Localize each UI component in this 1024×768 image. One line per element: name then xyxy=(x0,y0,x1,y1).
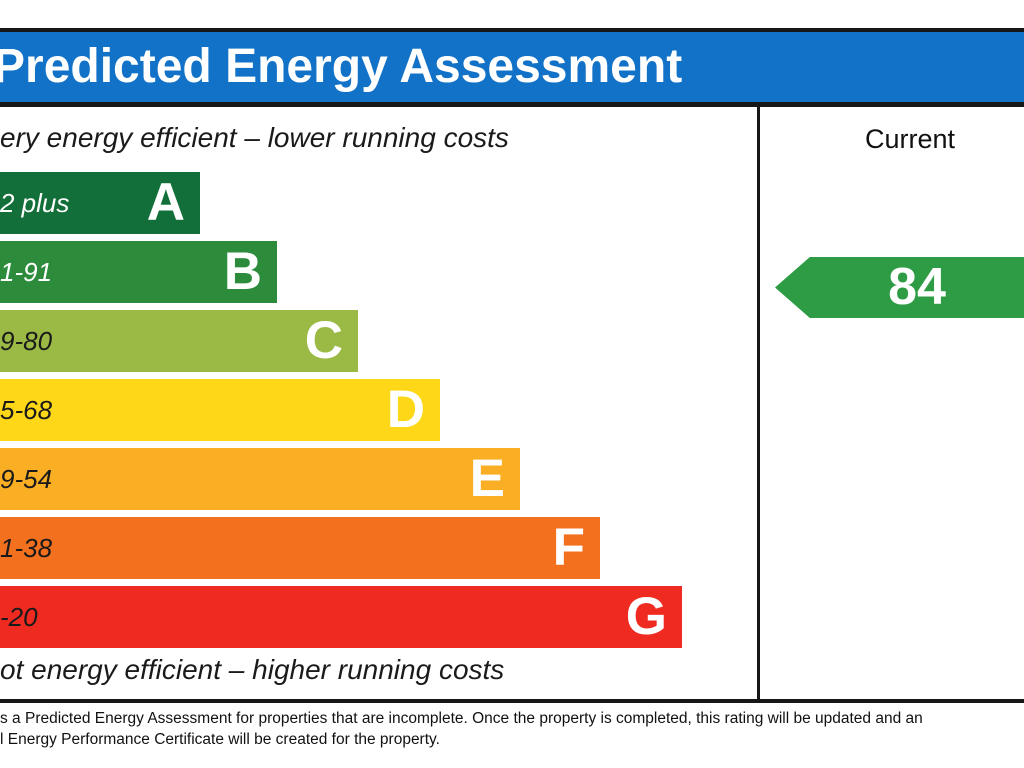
title-bar: Predicted Energy Assessment xyxy=(0,28,1024,107)
band-row: 1-38 F xyxy=(0,517,600,579)
inefficient-caption: ot energy efficient – higher running cos… xyxy=(0,654,505,685)
footer-line-2: l Energy Performance Certificate will be… xyxy=(0,731,440,748)
footer-line-1: s a Predicted Energy Assessment for prop… xyxy=(0,710,923,727)
band-row: 1-91 B xyxy=(0,241,277,303)
band-letter: A xyxy=(146,173,185,232)
band-row: 2 plus A xyxy=(0,172,200,234)
band-letter: E xyxy=(469,449,505,508)
band-letter: G xyxy=(625,587,667,646)
band-letter: C xyxy=(304,311,343,370)
footer-note: s a Predicted Energy Assessment for prop… xyxy=(0,708,1010,750)
page-title: Predicted Energy Assessment xyxy=(0,40,683,93)
band-row: 5-68 D xyxy=(0,379,440,441)
current-column-header: Current xyxy=(864,124,956,154)
band-letter: B xyxy=(223,242,262,301)
band-letter: D xyxy=(386,380,425,439)
current-rating-value: 84 xyxy=(888,258,946,316)
band-range-label: 9-54 xyxy=(0,464,53,494)
band-range-label: 1-91 xyxy=(0,257,53,287)
band-letter: F xyxy=(552,518,585,577)
band-range-label: -20 xyxy=(0,602,38,632)
band-row: 9-54 E xyxy=(0,448,520,510)
band-range-label: 9-80 xyxy=(0,326,53,356)
band-range-label: 2 plus xyxy=(0,188,70,218)
efficient-caption: ery energy efficient – lower running cos… xyxy=(0,122,509,153)
column-divider-line xyxy=(757,107,760,699)
current-rating-arrow: 84 xyxy=(775,257,1024,318)
band-row: 9-80 C xyxy=(0,310,358,372)
band-range-label: 5-68 xyxy=(0,395,53,425)
chart-bottom-border xyxy=(0,699,1024,703)
band-row: -20 G xyxy=(0,586,682,648)
band-range-label: 1-38 xyxy=(0,533,53,563)
